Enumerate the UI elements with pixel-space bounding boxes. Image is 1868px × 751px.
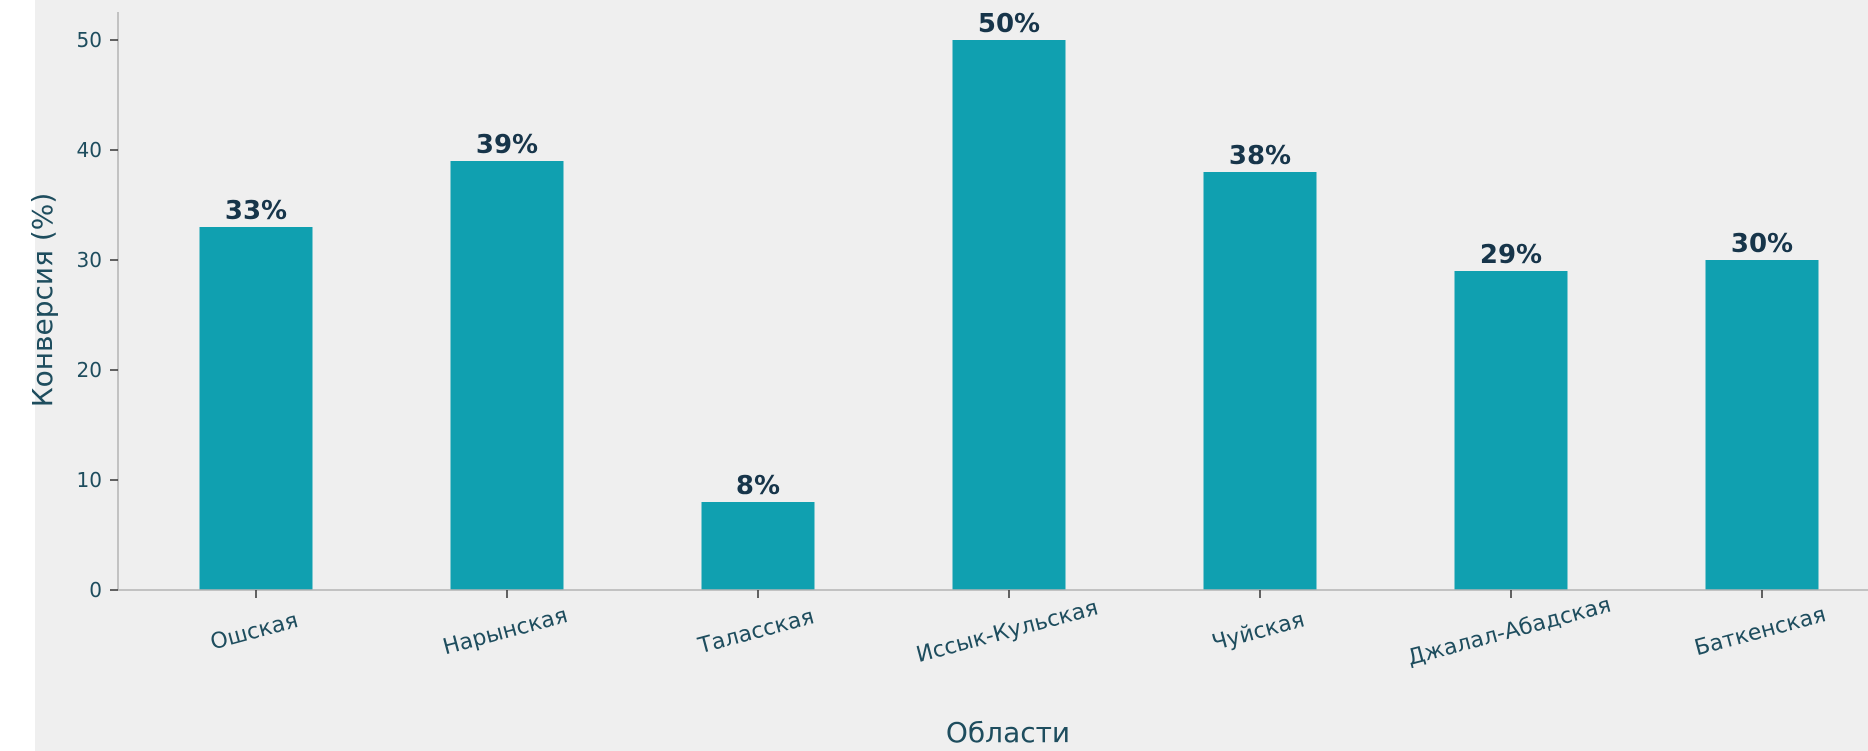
x-axis-title: Области — [946, 716, 1070, 749]
y-tick-label: 10 — [77, 468, 102, 492]
bar-value-label: 33% — [225, 196, 287, 226]
bar-value-label: 38% — [1229, 141, 1291, 171]
bar-4 — [952, 40, 1066, 590]
y-axis-title: Конверсия (%) — [26, 193, 59, 408]
y-tick-label: 20 — [77, 358, 102, 382]
bar-1 — [199, 227, 313, 590]
bar-3 — [701, 502, 815, 590]
bar-6 — [1454, 271, 1568, 590]
bar-value-label: 39% — [476, 130, 538, 160]
bar-7 — [1705, 260, 1819, 590]
bar-value-label: 50% — [978, 9, 1040, 39]
bar-value-label: 29% — [1480, 240, 1542, 270]
y-tick-label: 30 — [77, 248, 102, 272]
y-tick-label: 40 — [77, 138, 102, 162]
bar-2 — [450, 161, 564, 590]
bars-layer — [199, 40, 1819, 590]
y-tick-label: 0 — [89, 578, 102, 602]
y-ticks-layer: 0 10 20 30 40 50 — [77, 28, 118, 602]
bar-5 — [1203, 172, 1317, 590]
bar-value-label: 30% — [1731, 229, 1793, 259]
data-labels-layer: 33% 39% 8% 50% 38% 29% 30% — [225, 9, 1793, 501]
y-tick-label: 50 — [77, 28, 102, 52]
bar-value-label: 8% — [736, 471, 780, 501]
